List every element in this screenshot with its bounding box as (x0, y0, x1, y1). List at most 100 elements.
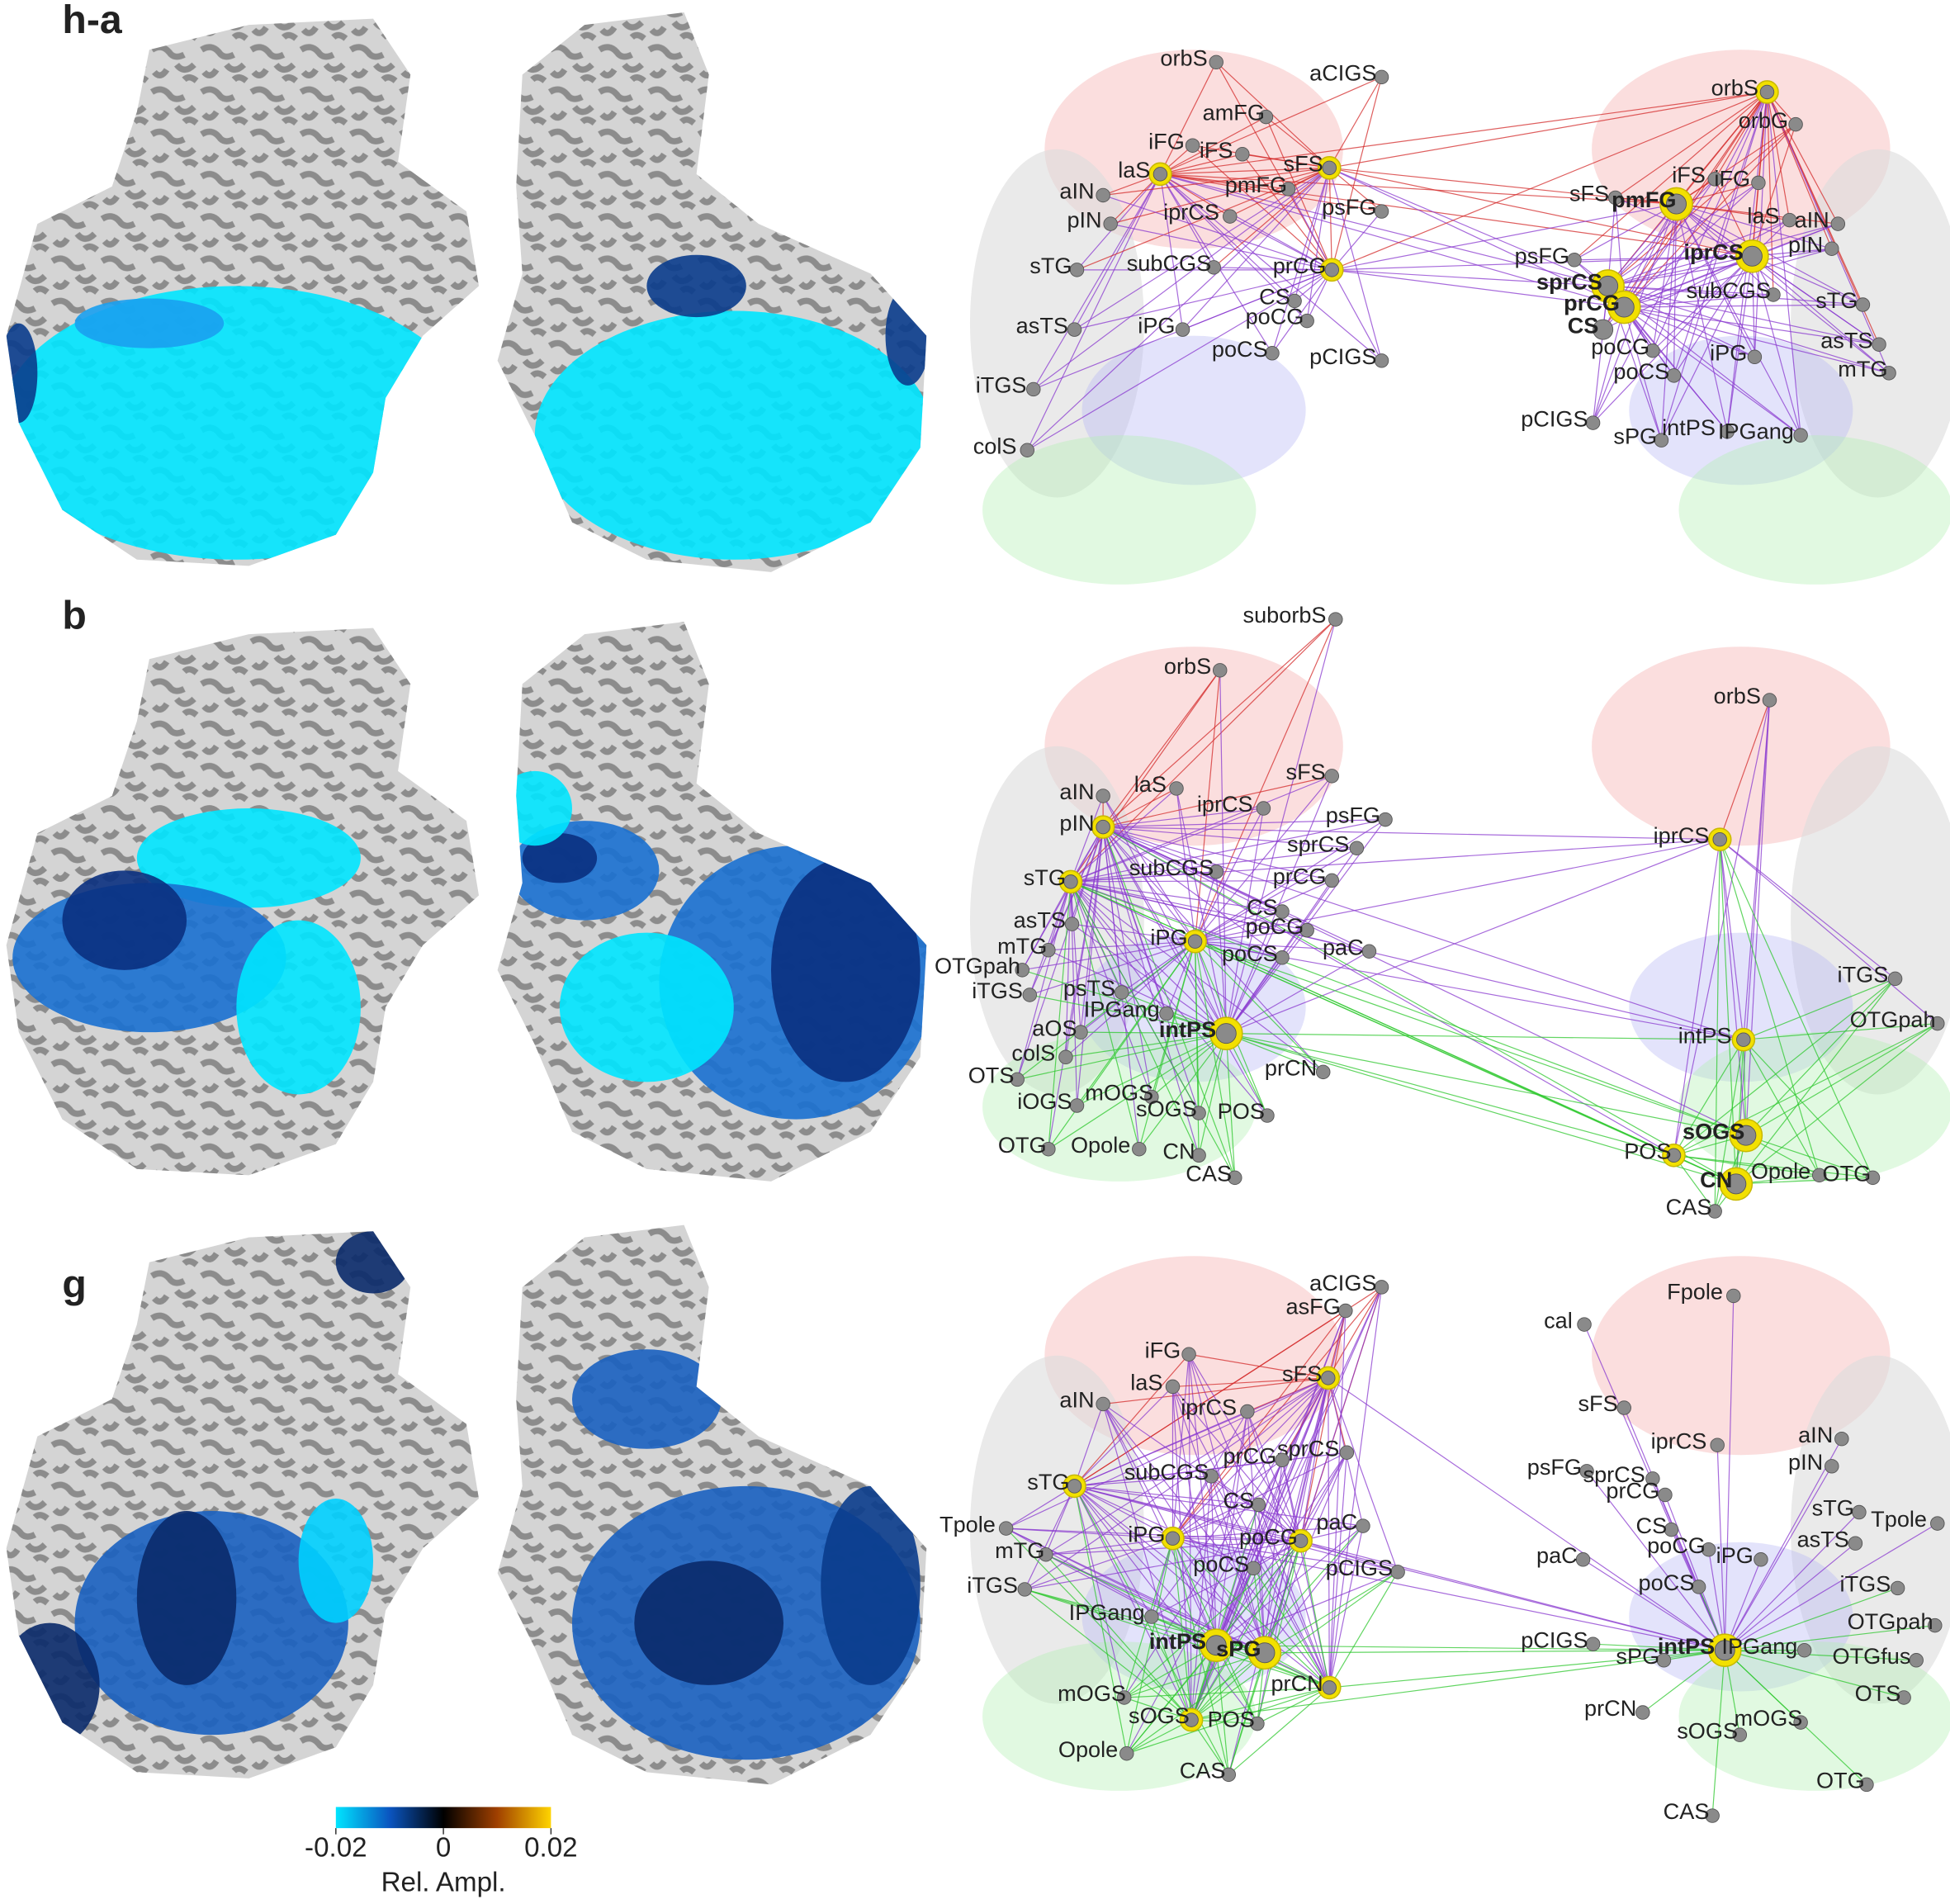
node (1811, 1168, 1827, 1183)
activation-patch (298, 1498, 373, 1623)
edge (1124, 1540, 1302, 1698)
activation-patch (6, 1622, 100, 1748)
node-label: laS (1747, 203, 1779, 229)
edge (1171, 1538, 1229, 1775)
activation-patch (335, 1231, 411, 1294)
edge (1766, 92, 1774, 295)
edge (1102, 826, 1227, 1034)
node (1275, 1452, 1290, 1468)
node-label: aIN (1795, 206, 1829, 232)
edge (1264, 1571, 1399, 1654)
edge (1176, 788, 1196, 942)
edge (1195, 940, 1370, 952)
edge (1073, 1404, 1104, 1487)
node (1654, 433, 1669, 448)
node (1223, 209, 1238, 224)
node-label: poCG (1591, 334, 1649, 359)
edge (1766, 92, 1791, 220)
node (1597, 275, 1619, 296)
node (1735, 1125, 1757, 1146)
node (1374, 69, 1389, 85)
node-label: sTG (1027, 1469, 1069, 1494)
edge (1624, 255, 1753, 308)
node-label: sPG (1613, 423, 1657, 448)
edge (1719, 839, 1820, 1176)
edge (1065, 881, 1072, 1058)
activation-patch (885, 286, 927, 386)
edge (1675, 203, 1728, 432)
node-label: prCN (1271, 1670, 1323, 1696)
node-label: Opole (1058, 1736, 1118, 1762)
activation-patch (62, 870, 187, 970)
edge (1725, 1587, 1898, 1651)
node (1859, 1777, 1874, 1793)
node (1260, 1108, 1275, 1123)
node-label: OTGpah (1848, 1608, 1933, 1634)
node-label: POS (1218, 1098, 1265, 1124)
edge (1190, 1687, 1330, 1721)
node (1204, 1469, 1219, 1484)
edge (1171, 1475, 1212, 1539)
edge (1070, 847, 1357, 883)
node-label: sOGS (1129, 1703, 1190, 1728)
edge (1102, 826, 1217, 873)
node-label: sOGS (1683, 1118, 1744, 1144)
edge (1751, 256, 1801, 436)
node-label: intPS (1662, 414, 1716, 440)
node-label: CN (1700, 1167, 1732, 1192)
edge (1070, 881, 1747, 1136)
edge (1151, 1616, 1192, 1721)
node (1848, 1536, 1863, 1551)
edge (1328, 168, 1332, 270)
node-label: orbS (1160, 45, 1207, 70)
edge (1332, 269, 1625, 308)
edge (1172, 1377, 1328, 1388)
node-label: poCG (1246, 304, 1304, 329)
node-label: psTS (1063, 975, 1115, 1001)
edge (1331, 269, 1383, 362)
edge (1074, 1485, 1217, 1646)
activation (12, 808, 361, 1095)
node-label: IPGang (1084, 997, 1160, 1022)
edge (1074, 1485, 1259, 1506)
node (1293, 1533, 1309, 1548)
edge (1074, 269, 1332, 330)
edge (1195, 930, 1308, 942)
node (1712, 831, 1727, 847)
node (1299, 922, 1314, 938)
edge (1252, 1568, 1330, 1688)
edge (1070, 881, 1152, 1097)
node-label: OTS (1855, 1680, 1901, 1706)
edge (1029, 994, 1227, 1035)
edge (1160, 173, 1608, 287)
colorbar-tick-label: -0.02 (305, 1832, 367, 1863)
edge (1735, 1023, 1938, 1185)
node (1575, 1552, 1591, 1567)
edge (1171, 1386, 1266, 1653)
node-label: iprCS (1181, 1395, 1237, 1420)
node-label: asTS (1820, 327, 1872, 353)
edge (1103, 167, 1330, 197)
edge (1623, 220, 1790, 308)
edge (1172, 1537, 1725, 1651)
node (1144, 1089, 1159, 1105)
node-label: subCGS (1127, 250, 1211, 276)
node (1205, 1635, 1227, 1656)
edge (1195, 847, 1357, 942)
node (1254, 1642, 1276, 1664)
node-label: sOGS (1136, 1096, 1197, 1121)
node (1834, 1431, 1849, 1447)
node-label: mOGS (1085, 1080, 1153, 1106)
edge (1271, 168, 1330, 353)
edge (1294, 168, 1330, 301)
edge (1724, 1512, 1860, 1651)
edge (1745, 699, 1771, 1136)
edge (1045, 1554, 1192, 1721)
node (1073, 1025, 1088, 1040)
edge (1328, 1377, 1330, 1688)
edge (1264, 1452, 1347, 1653)
edge (1574, 255, 1753, 261)
node (1736, 1032, 1751, 1047)
node (1187, 934, 1203, 949)
edge (1719, 839, 1874, 1178)
